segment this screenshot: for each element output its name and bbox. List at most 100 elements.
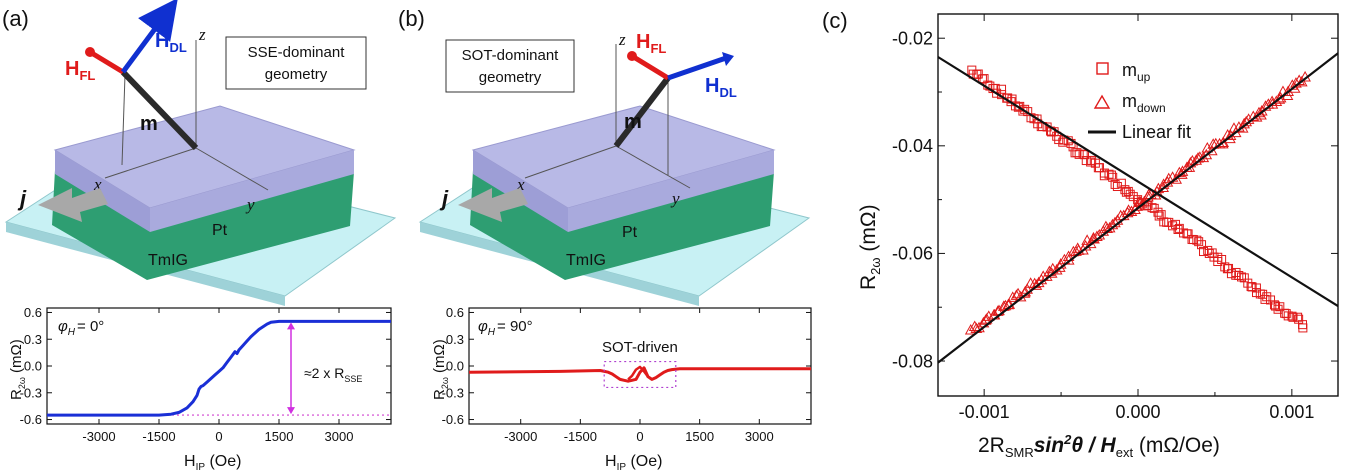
z-label-a: z [198,25,206,44]
m-up-point [1123,186,1133,196]
sot-feature-box [603,360,677,389]
m-down-point [1201,141,1214,153]
y-tick-label: -0.04 [892,136,933,156]
current-arrow-a [38,188,108,222]
m-label-b: m [624,111,642,133]
geometry-box-a [225,36,367,90]
m-down-point [1270,95,1283,106]
y-tick-label: -0.08 [892,351,933,371]
y-tick-label: -0.6 [442,412,464,427]
x-tick-label: 0 [215,429,222,444]
m-up-point [1125,189,1135,199]
pt-label-a: Pt [212,222,228,239]
m-up-point [1173,224,1183,234]
chart-b-annotation: SOT-driven [602,339,678,356]
range-arrow-bottom [287,407,295,415]
m-up-point [1078,149,1088,159]
panel-a-label: (a) [2,6,29,31]
y-label-a: y [245,195,255,214]
x-axis-a [104,147,197,179]
chart-a-phi-label: φH = 0° [58,318,104,338]
geometry-line1-a: SSE-dominant [248,44,346,61]
x-tick-label: 0.000 [1115,402,1160,422]
y-label-b: y [670,189,680,208]
hdl-vector-b [667,55,727,81]
hdl-label-b: HDL [705,75,737,100]
m-up-point [1156,210,1166,220]
chart-a-annotation: ≈2 x RSSE [304,365,362,384]
y-axis-b [615,145,691,189]
data-curve-b [468,366,811,383]
m-up-point [1079,150,1089,160]
m-up-point [1287,311,1297,321]
m-label-a: m [140,113,158,135]
j-label-b: j [439,186,449,211]
m-up-point [1237,272,1247,282]
y-tick-label: -0.06 [892,244,933,264]
x-tick-label: -1500 [142,429,175,444]
chart-c-xlabel: 2RSMRsin2θ / Hext (mΩ/Oe) [978,432,1220,460]
x-tick-label: -3000 [504,429,537,444]
linear-fit-1 [937,52,1339,364]
m-up-point [1288,312,1298,322]
y-tick-label: 0.3 [24,332,42,347]
m-up-point [1260,294,1270,304]
current-arrow-b [458,188,528,222]
legend-m-down: mdown [1122,91,1166,115]
m-up-point [1275,302,1285,312]
tmig-label-b: TmIG [566,252,606,269]
m-up-point [1179,228,1189,238]
pt-left-a [55,150,150,232]
chart-b: φH = 90° SOT-driven HIP (Oe) R2ω (mΩ) -30… [431,305,812,473]
m-down-point [1228,122,1240,133]
x-tick-label: 3000 [325,429,354,444]
hfl-vector-b [630,53,670,81]
data-curve-a [47,319,391,417]
m-up-point [1108,172,1118,182]
projection-line-a [121,74,126,166]
x-label-b: x [516,175,525,194]
panel-b-label: (b) [398,6,425,31]
m-up-point [997,84,1007,94]
m-vector-a [120,69,199,151]
panel-b-schematic: (b) z x y j m HFL HDL SOT-dominant geome… [398,6,811,306]
legend-linear-fit: Linear fit [1122,122,1191,142]
tmig-label-a: TmIG [148,252,188,269]
m-up-point [1234,271,1244,281]
x-tick-label: 1500 [265,429,294,444]
pt-label-b: Pt [622,224,638,241]
x-tick-label: -0.001 [959,402,1010,422]
y-tick-label: 0.6 [24,305,42,320]
m-down-point [1175,168,1188,179]
panel-c-label: (c) [822,8,848,33]
m-down-point [1197,151,1210,163]
geometry-box-b [445,39,575,93]
chart-a: φH = 0° ≈2 x RSSE HIP (Oe) R2ω (mΩ) -3000… [8,305,392,473]
geometry-line2-a: geometry [265,66,328,83]
hdl-vector-a [120,0,178,74]
x-tick-label: 0.001 [1269,402,1314,422]
x-tick-label: -3000 [82,429,115,444]
chart-a-xlabel: HIP (Oe) [184,453,241,473]
m-down-point [1012,287,1024,299]
x-tick-label: 1500 [685,429,714,444]
pt-right-a [150,150,354,232]
y-tick-label: -0.3 [20,385,42,400]
pt-right-b [568,150,774,232]
y-tick-label: 0.3 [446,332,464,347]
panel-a-schematic: (a) z x y j m HFL HDL SSE-dominant geom [2,0,397,306]
chart-c-ylabel: R2ω (mΩ) [857,204,883,290]
m-down-point [1006,291,1019,302]
y-tick-label: 0.0 [24,359,42,374]
hfl-tip-a [85,47,95,57]
m-up-point [1147,203,1157,213]
y-tick-label: 0.6 [446,305,464,320]
m-up-point [1188,235,1198,245]
tmig-layer-b [470,170,774,280]
m-up-point [1154,211,1164,221]
x-tick-label: -1500 [564,429,597,444]
tmig-layer-a [52,170,354,280]
m-up-point [1298,323,1308,333]
y-tick-label: 0.0 [446,359,464,374]
legend-triangle-marker [1093,94,1111,109]
